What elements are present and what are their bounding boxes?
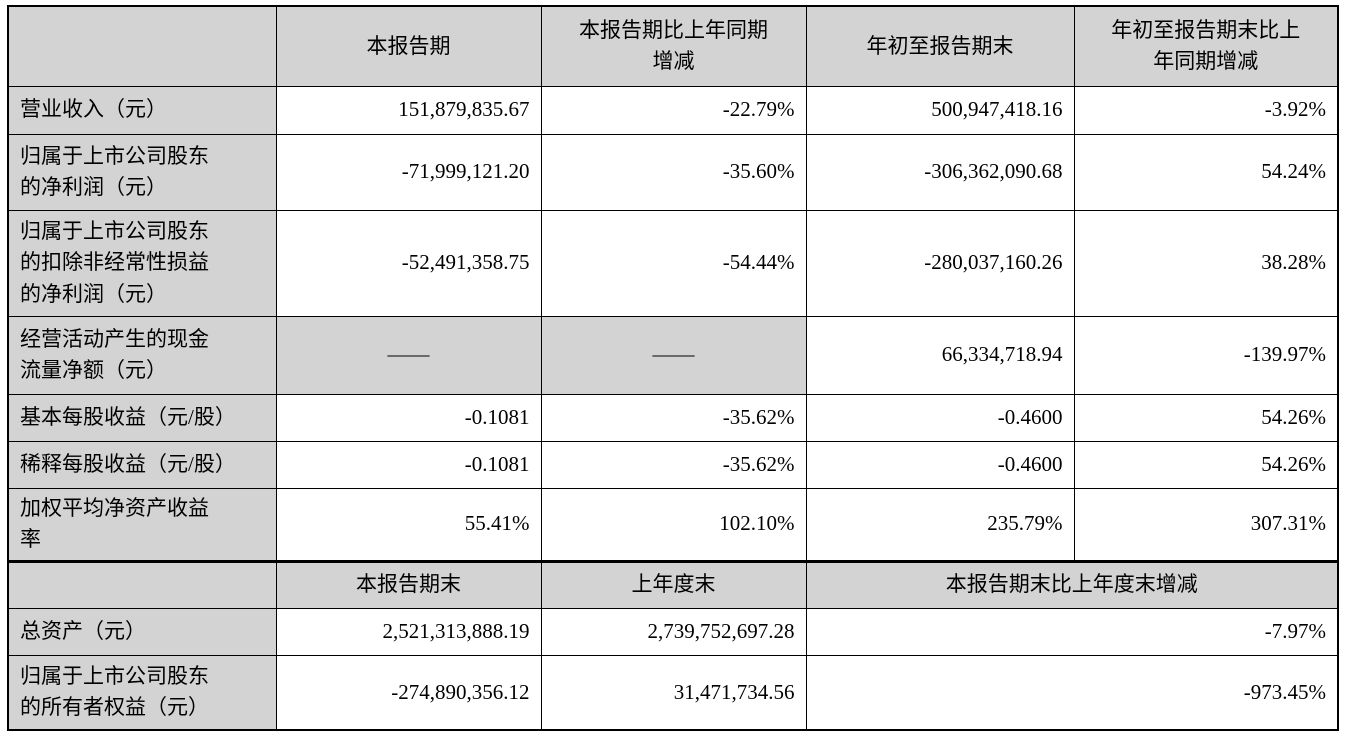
section1-header-row: 本报告期 本报告期比上年同期 增减 年初至报告期末 年初至报告期末比上 年同期增… bbox=[7, 5, 1339, 87]
value-cell: -35.60% bbox=[540, 133, 807, 211]
table-row-net-profit: 归属于上市公司股东 的净利润（元） -71,999,121.20 -35.60%… bbox=[7, 133, 1339, 211]
row-label: 稀释每股收益（元/股） bbox=[7, 440, 277, 489]
table-row-weighted-avg-roe: 加权平均净资产收益 率 55.41% 102.10% 235.79% 307.3… bbox=[7, 487, 1339, 562]
row-label: 基本每股收益（元/股） bbox=[7, 393, 277, 442]
value-cell: 66,334,718.94 bbox=[805, 315, 1075, 395]
row-label: 归属于上市公司股东 的净利润（元） bbox=[7, 133, 277, 211]
value-cell: 151,879,835.67 bbox=[275, 85, 542, 135]
value-cell: 31,471,734.56 bbox=[540, 654, 807, 731]
value-cell: 102.10% bbox=[540, 487, 807, 562]
row-label: 营业收入（元） bbox=[7, 85, 277, 135]
value-cell: -22.79% bbox=[540, 85, 807, 135]
value-cell: -280,037,160.26 bbox=[805, 209, 1075, 317]
table-row-operating-cash-flow: 经营活动产生的现金 流量净额（元） —— —— 66,334,718.94 -1… bbox=[7, 315, 1339, 395]
table-row-total-assets: 总资产（元） 2,521,313,888.19 2,739,752,697.28… bbox=[7, 607, 1339, 656]
value-cell: -0.1081 bbox=[275, 393, 542, 442]
column-header-period-end: 本报告期末 bbox=[275, 559, 542, 609]
table-row-owners-equity: 归属于上市公司股东 的所有者权益（元） -274,890,356.12 31,4… bbox=[7, 654, 1339, 731]
value-cell: -973.45% bbox=[805, 654, 1339, 731]
dash-cell: —— bbox=[275, 315, 542, 395]
value-cell: 2,521,313,888.19 bbox=[275, 607, 542, 656]
value-cell: -3.92% bbox=[1073, 85, 1339, 135]
column-header-prior-year-end: 上年度末 bbox=[540, 559, 807, 609]
value-cell: -52,491,358.75 bbox=[275, 209, 542, 317]
value-cell: 500,947,418.16 bbox=[805, 85, 1075, 135]
table-row-net-profit-excl-nonrecurring: 归属于上市公司股东 的扣除非经常性损益 的净利润（元） -52,491,358.… bbox=[7, 209, 1339, 317]
row-label: 加权平均净资产收益 率 bbox=[7, 487, 277, 562]
row-label: 总资产（元） bbox=[7, 607, 277, 656]
column-header-ytd: 年初至报告期末 bbox=[805, 5, 1075, 87]
value-cell: 38.28% bbox=[1073, 209, 1339, 317]
value-cell: 54.26% bbox=[1073, 440, 1339, 489]
financial-summary-table: 本报告期 本报告期比上年同期 增减 年初至报告期末 年初至报告期末比上 年同期增… bbox=[7, 5, 1339, 731]
value-cell: 307.31% bbox=[1073, 487, 1339, 562]
value-cell: 235.79% bbox=[805, 487, 1075, 562]
value-cell: -139.97% bbox=[1073, 315, 1339, 395]
value-cell: 54.26% bbox=[1073, 393, 1339, 442]
value-cell: -71,999,121.20 bbox=[275, 133, 542, 211]
value-cell: -0.4600 bbox=[805, 393, 1075, 442]
corner-cell bbox=[7, 5, 277, 87]
value-cell: -0.4600 bbox=[805, 440, 1075, 489]
table-row-operating-revenue: 营业收入（元） 151,879,835.67 -22.79% 500,947,4… bbox=[7, 85, 1339, 135]
corner-cell bbox=[7, 559, 277, 609]
value-cell: -54.44% bbox=[540, 209, 807, 317]
table-row-diluted-eps: 稀释每股收益（元/股） -0.1081 -35.62% -0.4600 54.2… bbox=[7, 440, 1339, 489]
column-header-period-end-change: 本报告期末比上年度末增减 bbox=[805, 559, 1339, 609]
column-header-yoy-change: 本报告期比上年同期 增减 bbox=[540, 5, 807, 87]
value-cell: -35.62% bbox=[540, 393, 807, 442]
row-label: 归属于上市公司股东 的所有者权益（元） bbox=[7, 654, 277, 731]
value-cell: 2,739,752,697.28 bbox=[540, 607, 807, 656]
value-cell: -7.97% bbox=[805, 607, 1339, 656]
column-header-ytd-yoy-change: 年初至报告期末比上 年同期增减 bbox=[1073, 5, 1339, 87]
row-label: 归属于上市公司股东 的扣除非经常性损益 的净利润（元） bbox=[7, 209, 277, 317]
table-row-basic-eps: 基本每股收益（元/股） -0.1081 -35.62% -0.4600 54.2… bbox=[7, 393, 1339, 442]
section2-header-row: 本报告期末 上年度末 本报告期末比上年度末增减 bbox=[7, 559, 1339, 609]
value-cell: -306,362,090.68 bbox=[805, 133, 1075, 211]
value-cell: 55.41% bbox=[275, 487, 542, 562]
value-cell: -0.1081 bbox=[275, 440, 542, 489]
value-cell: -274,890,356.12 bbox=[275, 654, 542, 731]
row-label: 经营活动产生的现金 流量净额（元） bbox=[7, 315, 277, 395]
column-header-current-period: 本报告期 bbox=[275, 5, 542, 87]
value-cell: -35.62% bbox=[540, 440, 807, 489]
value-cell: 54.24% bbox=[1073, 133, 1339, 211]
dash-cell: —— bbox=[540, 315, 807, 395]
